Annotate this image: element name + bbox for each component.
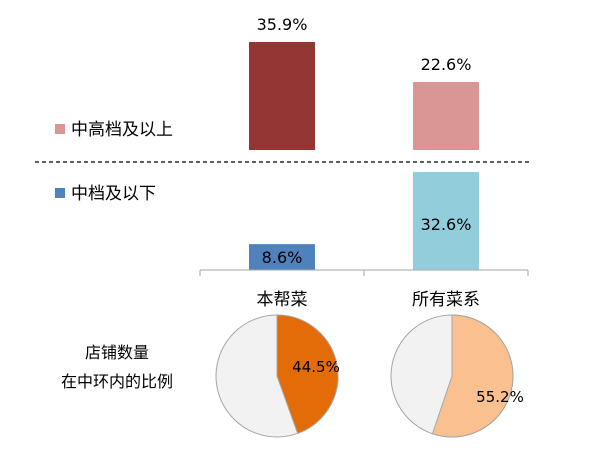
pie-1: 55.2% bbox=[390, 314, 524, 438]
bar-lower-0 bbox=[249, 244, 315, 270]
pie-0-value-slice bbox=[276, 314, 339, 435]
bar-upper-0 bbox=[249, 42, 315, 150]
data-label-upper-0: 35.9% bbox=[257, 15, 308, 34]
bar-lower-1 bbox=[413, 171, 479, 270]
legend-swatch-upper bbox=[55, 124, 65, 134]
pie-row-label-line-1: 店铺数量 bbox=[85, 343, 149, 362]
legend-label-upper: 中高档及以上 bbox=[71, 120, 173, 140]
category-label-1: 所有菜系 bbox=[412, 290, 480, 310]
pie-0-data-label: 44.5% bbox=[292, 358, 340, 376]
pie-1-value-slice bbox=[431, 314, 514, 438]
category-label-0: 本帮菜 bbox=[257, 290, 308, 310]
pie-row-label-line-2: 在中环内的比例 bbox=[61, 372, 173, 391]
legend-swatch-lower bbox=[55, 188, 65, 198]
data-label-lower-1: 32.6% bbox=[421, 215, 472, 234]
legend-label-lower: 中档及以下 bbox=[71, 184, 156, 204]
bar-upper-1 bbox=[413, 82, 479, 150]
data-label-upper-1: 22.6% bbox=[421, 55, 472, 74]
data-label-lower-0: 8.6% bbox=[262, 248, 303, 267]
pie-1-data-label: 55.2% bbox=[476, 388, 524, 406]
pie-0: 44.5% bbox=[215, 314, 340, 438]
